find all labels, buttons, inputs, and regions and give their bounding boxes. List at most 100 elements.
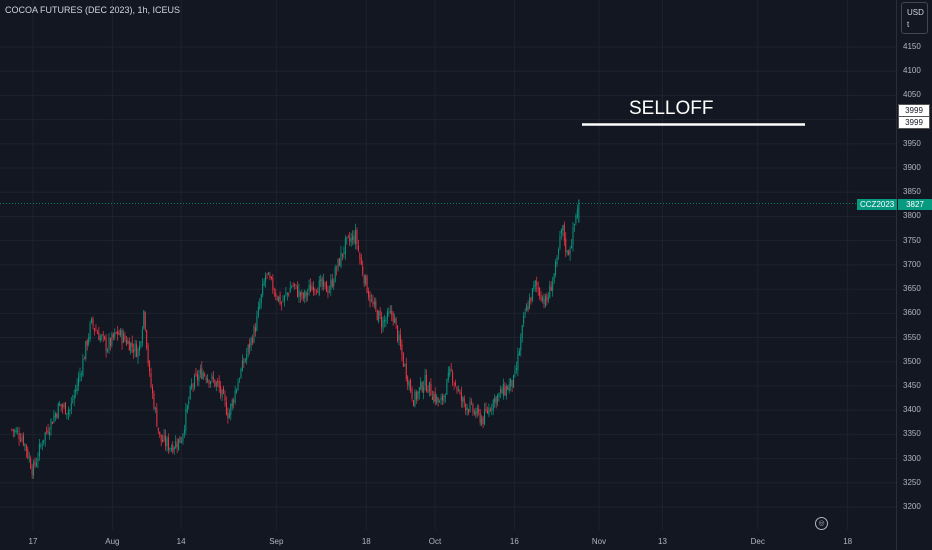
candle-up — [515, 368, 517, 371]
candle-down — [430, 383, 432, 396]
candle-up — [240, 369, 242, 378]
price-tick-label: 3650 — [903, 284, 921, 294]
candle-up — [418, 387, 420, 394]
time-tick-label: 18 — [843, 537, 853, 546]
candle-up — [289, 287, 291, 293]
candle-up — [15, 430, 17, 433]
candle-up — [576, 209, 578, 218]
candle-up — [89, 323, 91, 339]
candle-down — [160, 434, 162, 441]
candle-up — [420, 381, 422, 390]
candle-down — [102, 333, 104, 336]
currency-button[interactable]: USD t — [901, 2, 928, 34]
candle-up — [57, 403, 59, 419]
candle-down — [136, 344, 138, 357]
candle-up — [140, 341, 142, 347]
candle-down — [314, 289, 316, 291]
candle-down — [392, 313, 394, 322]
candle-up — [234, 390, 236, 403]
candle-up — [457, 389, 459, 391]
candle-up — [73, 394, 75, 400]
price-tick-label: 4100 — [903, 66, 921, 76]
candle-down — [218, 381, 220, 388]
price-tick-label: 4050 — [903, 90, 921, 100]
candle-down — [411, 389, 413, 399]
candle-down — [64, 402, 66, 415]
candle-up — [354, 230, 356, 245]
price-tick-label: 3250 — [903, 477, 921, 487]
candle-up — [473, 411, 475, 414]
candle-down — [472, 404, 474, 413]
price-tick-label: 3900 — [903, 163, 921, 173]
candle-down — [294, 283, 296, 286]
candle-up — [439, 401, 441, 403]
candle-up — [385, 319, 387, 322]
candle-up — [491, 408, 493, 410]
candle-up — [502, 383, 504, 396]
candle-down — [243, 361, 245, 364]
candle-down — [112, 333, 114, 338]
candle-down — [368, 291, 370, 298]
candle-down — [402, 353, 404, 367]
candle-down — [12, 429, 14, 432]
candle-up — [72, 400, 74, 402]
candle-up — [311, 286, 313, 290]
candle-up — [180, 441, 182, 443]
candle-up — [440, 398, 442, 401]
candle-down — [372, 301, 374, 304]
candle-up — [173, 447, 175, 450]
candle-down — [341, 253, 343, 256]
candle-up — [28, 457, 30, 459]
candle-down — [220, 385, 222, 395]
candle-up — [555, 261, 557, 275]
selloff-annotation-text[interactable]: SELLOFF — [629, 98, 714, 119]
candle-up — [559, 235, 561, 248]
candle-up — [80, 374, 82, 375]
candle-up — [513, 375, 515, 388]
candle-down — [325, 281, 327, 292]
candle-down — [302, 293, 304, 299]
candle-down — [115, 332, 117, 334]
candle-down — [527, 306, 529, 310]
candle-up — [79, 373, 81, 378]
time-tick-label: Sep — [269, 537, 284, 546]
candle-up — [247, 344, 249, 353]
price-tick-label: 3950 — [903, 138, 921, 148]
candle-up — [154, 407, 156, 409]
candle-up — [101, 335, 103, 337]
candle-up — [199, 369, 201, 374]
candle-up — [70, 403, 72, 410]
chart-grid — [0, 0, 896, 530]
candle-up — [566, 250, 568, 253]
candle-down — [381, 316, 383, 328]
candle-down — [254, 327, 256, 332]
candle-up — [209, 381, 211, 384]
candle-up — [404, 364, 406, 366]
candle-up — [37, 458, 39, 462]
candle-up — [183, 429, 185, 434]
candle-down — [401, 344, 403, 355]
tradingview-logo-icon[interactable]: ◎ — [815, 517, 828, 530]
candle-up — [82, 358, 84, 376]
candle-up — [211, 375, 213, 380]
candle-down — [96, 332, 98, 334]
candle-up — [383, 319, 385, 322]
candle-down — [22, 435, 24, 445]
candle-down — [501, 389, 503, 394]
time-tick-label: Dec — [750, 537, 765, 546]
candle-down — [20, 439, 22, 442]
candle-up — [163, 435, 165, 441]
candle-up — [138, 345, 140, 352]
candle-down — [489, 409, 491, 411]
candle-up — [394, 318, 396, 324]
candle-down — [227, 412, 229, 419]
candle-down — [565, 238, 567, 252]
candle-up — [127, 340, 129, 344]
candle-down — [530, 297, 532, 302]
candle-up — [398, 334, 400, 341]
candle-up — [111, 333, 113, 346]
price-axis[interactable]: 4150410040504000395039003850380037503700… — [896, 0, 932, 550]
candle-down — [405, 363, 407, 379]
candle-down — [125, 339, 127, 345]
